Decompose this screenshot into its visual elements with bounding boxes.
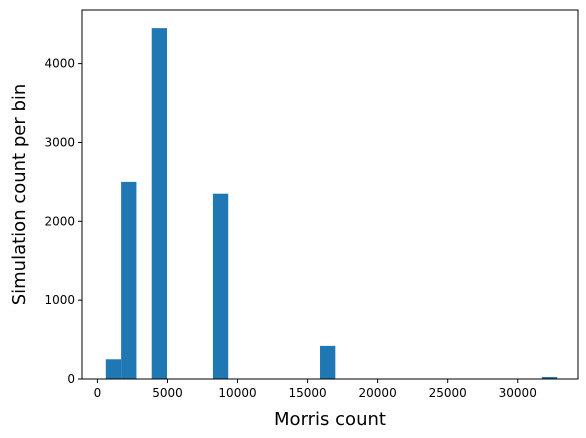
- x-tick-label: 10000: [218, 386, 256, 400]
- x-axis-ticks: 0 5000 10000 15000 20000 25000 30000: [94, 379, 537, 400]
- y-axis-title: Simulation count per bin: [9, 84, 30, 306]
- histogram-bar: [151, 28, 168, 380]
- x-tick-label: 15000: [288, 386, 326, 400]
- x-tick-label: 0: [94, 386, 102, 400]
- y-tick-label: 2000: [44, 214, 75, 228]
- y-tick-label: 4000: [44, 57, 75, 71]
- histogram-bar: [121, 181, 137, 379]
- x-tick-label: 20000: [359, 386, 397, 400]
- histogram-bar: [212, 193, 229, 379]
- bars-group: [105, 28, 558, 380]
- y-axis-ticks: 0 1000 2000 3000 4000: [44, 57, 82, 386]
- x-tick-label: 30000: [499, 386, 537, 400]
- histogram-bar: [541, 377, 558, 379]
- y-tick-label: 1000: [44, 293, 75, 307]
- histogram-bar: [105, 359, 122, 379]
- histogram-bar: [320, 345, 336, 379]
- x-tick-label: 25000: [429, 386, 467, 400]
- y-tick-label: 0: [67, 372, 75, 386]
- x-axis-title: Morris count: [274, 409, 386, 430]
- x-tick-label: 5000: [152, 386, 183, 400]
- y-tick-label: 3000: [44, 135, 75, 149]
- plot-frame: [81, 9, 579, 380]
